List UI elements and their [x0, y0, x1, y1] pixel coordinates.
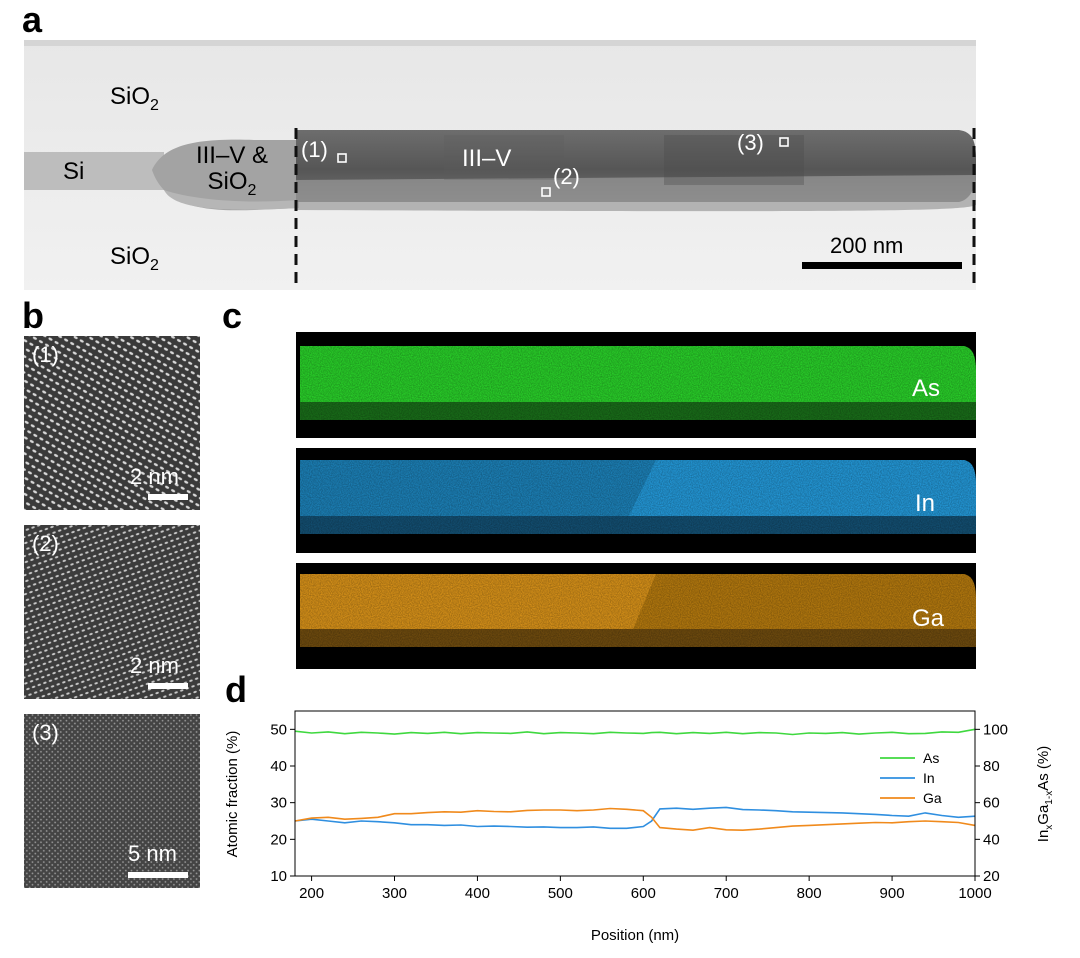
- y2-axis-label: InxGa1-xAs (%): [1035, 746, 1055, 842]
- chart-legend: As In Ga: [880, 750, 942, 806]
- hrtem-2-label: (2): [32, 531, 59, 556]
- label-iiiv-sio2: III–V & SiO2: [183, 143, 281, 204]
- y2-tick-label: 60: [983, 795, 1000, 812]
- x-tick-label: 200: [299, 885, 324, 902]
- y-tick-label: 20: [270, 831, 287, 848]
- legend-label-in: In: [923, 770, 935, 786]
- y2-label-1x: 1-x: [1044, 791, 1055, 805]
- series-line-as: [294, 728, 976, 736]
- x-tick-label: 900: [880, 885, 905, 902]
- label-sio2-top-sub: 2: [150, 96, 159, 114]
- x-tick-label: 700: [714, 885, 739, 902]
- x-tick-label: 800: [797, 885, 822, 902]
- x-tick-label: 300: [382, 885, 407, 902]
- plot-area: [294, 728, 976, 832]
- eds-in-label: In: [915, 490, 936, 517]
- legend-label-as: As: [923, 750, 939, 766]
- hrtem-images-graphic: [24, 336, 200, 888]
- y2-label-ga: Ga: [1035, 804, 1052, 825]
- x-axis: 200 300 400 500 600 700 800 900 1000: [299, 876, 992, 902]
- x-axis-label: Position (nm): [591, 927, 679, 944]
- hrtem-3-scalebar-label: 5 nm: [128, 841, 177, 866]
- label-sio2-bottom-text: SiO: [110, 243, 151, 270]
- y2-label-in: In: [1035, 830, 1052, 843]
- y2-tick-label: 40: [983, 831, 1000, 848]
- label-iiiv-sio2-line2: SiO2: [183, 169, 281, 204]
- y2-tick-label: 20: [983, 868, 1000, 885]
- y-tick-label: 10: [270, 868, 287, 885]
- label-sio2-bottom: SiO2: [110, 243, 159, 275]
- marker-3: (3): [737, 130, 764, 155]
- panel-letter-d: d: [225, 669, 247, 710]
- marker-2: (2): [553, 164, 580, 189]
- panel-letter-b: b: [22, 295, 44, 336]
- panel-letter-a: a: [22, 0, 43, 40]
- y-axis-label: Atomic fraction (%): [224, 731, 241, 858]
- label-sio2-bottom-sub: 2: [150, 256, 159, 274]
- label-si: Si: [63, 158, 85, 185]
- tem-overview-graphic: [24, 40, 976, 290]
- label-iiiv-sio2-line1: III–V &: [195, 142, 269, 169]
- eds-maps-graphic: [296, 332, 976, 669]
- y-axis-right: 20 40 60 80 100: [975, 721, 1008, 885]
- label-sio2-top-text: SiO: [110, 83, 151, 110]
- y-tick-label: 50: [270, 721, 287, 738]
- hrtem-1-scalebar-label: 2 nm: [130, 464, 179, 489]
- marker-1: (1): [301, 137, 328, 162]
- eds-ga-label: Ga: [912, 605, 945, 632]
- plot-frame: [294, 710, 976, 877]
- y2-tick-label: 100: [983, 721, 1008, 738]
- x-tick-label: 500: [548, 885, 573, 902]
- eds-as-label: As: [912, 375, 941, 402]
- scalebar-label-a: 200 nm: [830, 233, 904, 258]
- x-tick-label: 600: [631, 885, 656, 902]
- label-iiiv-sio2-sub: 2: [247, 181, 257, 199]
- panel-b-hrtem-stack: [24, 336, 200, 888]
- y2-label-x: x: [1044, 825, 1055, 830]
- panel-letter-c: c: [222, 295, 243, 336]
- hrtem-3-label: (3): [32, 720, 59, 745]
- hrtem-2-scalebar-label: 2 nm: [130, 653, 179, 678]
- y-tick-label: 30: [270, 795, 287, 812]
- x-tick-label: 400: [465, 885, 490, 902]
- hrtem-1-label: (1): [32, 342, 59, 367]
- legend-label-ga: Ga: [923, 790, 942, 806]
- y-axis-left: 10 20 30 40 50: [270, 721, 295, 885]
- y2-label-as: As (%): [1035, 746, 1052, 791]
- panel-a-tem-image: [24, 40, 976, 290]
- y2-tick-label: 80: [983, 758, 1000, 775]
- label-iiiv-sio2-line2-text: SiO: [207, 168, 248, 195]
- series-line-in: [294, 806, 976, 830]
- panel-d-line-chart: 10 20 30 40 50 20 40 60 80 100 200 300 400 500 600 70…: [224, 710, 1055, 944]
- x-tick-label: 1000: [958, 885, 991, 902]
- y-tick-label: 40: [270, 758, 287, 775]
- label-sio2-top: SiO2: [110, 83, 159, 115]
- label-iiiv: III–V: [462, 145, 512, 172]
- series-line-ga: [294, 807, 976, 832]
- panel-c-eds-maps: [296, 332, 976, 669]
